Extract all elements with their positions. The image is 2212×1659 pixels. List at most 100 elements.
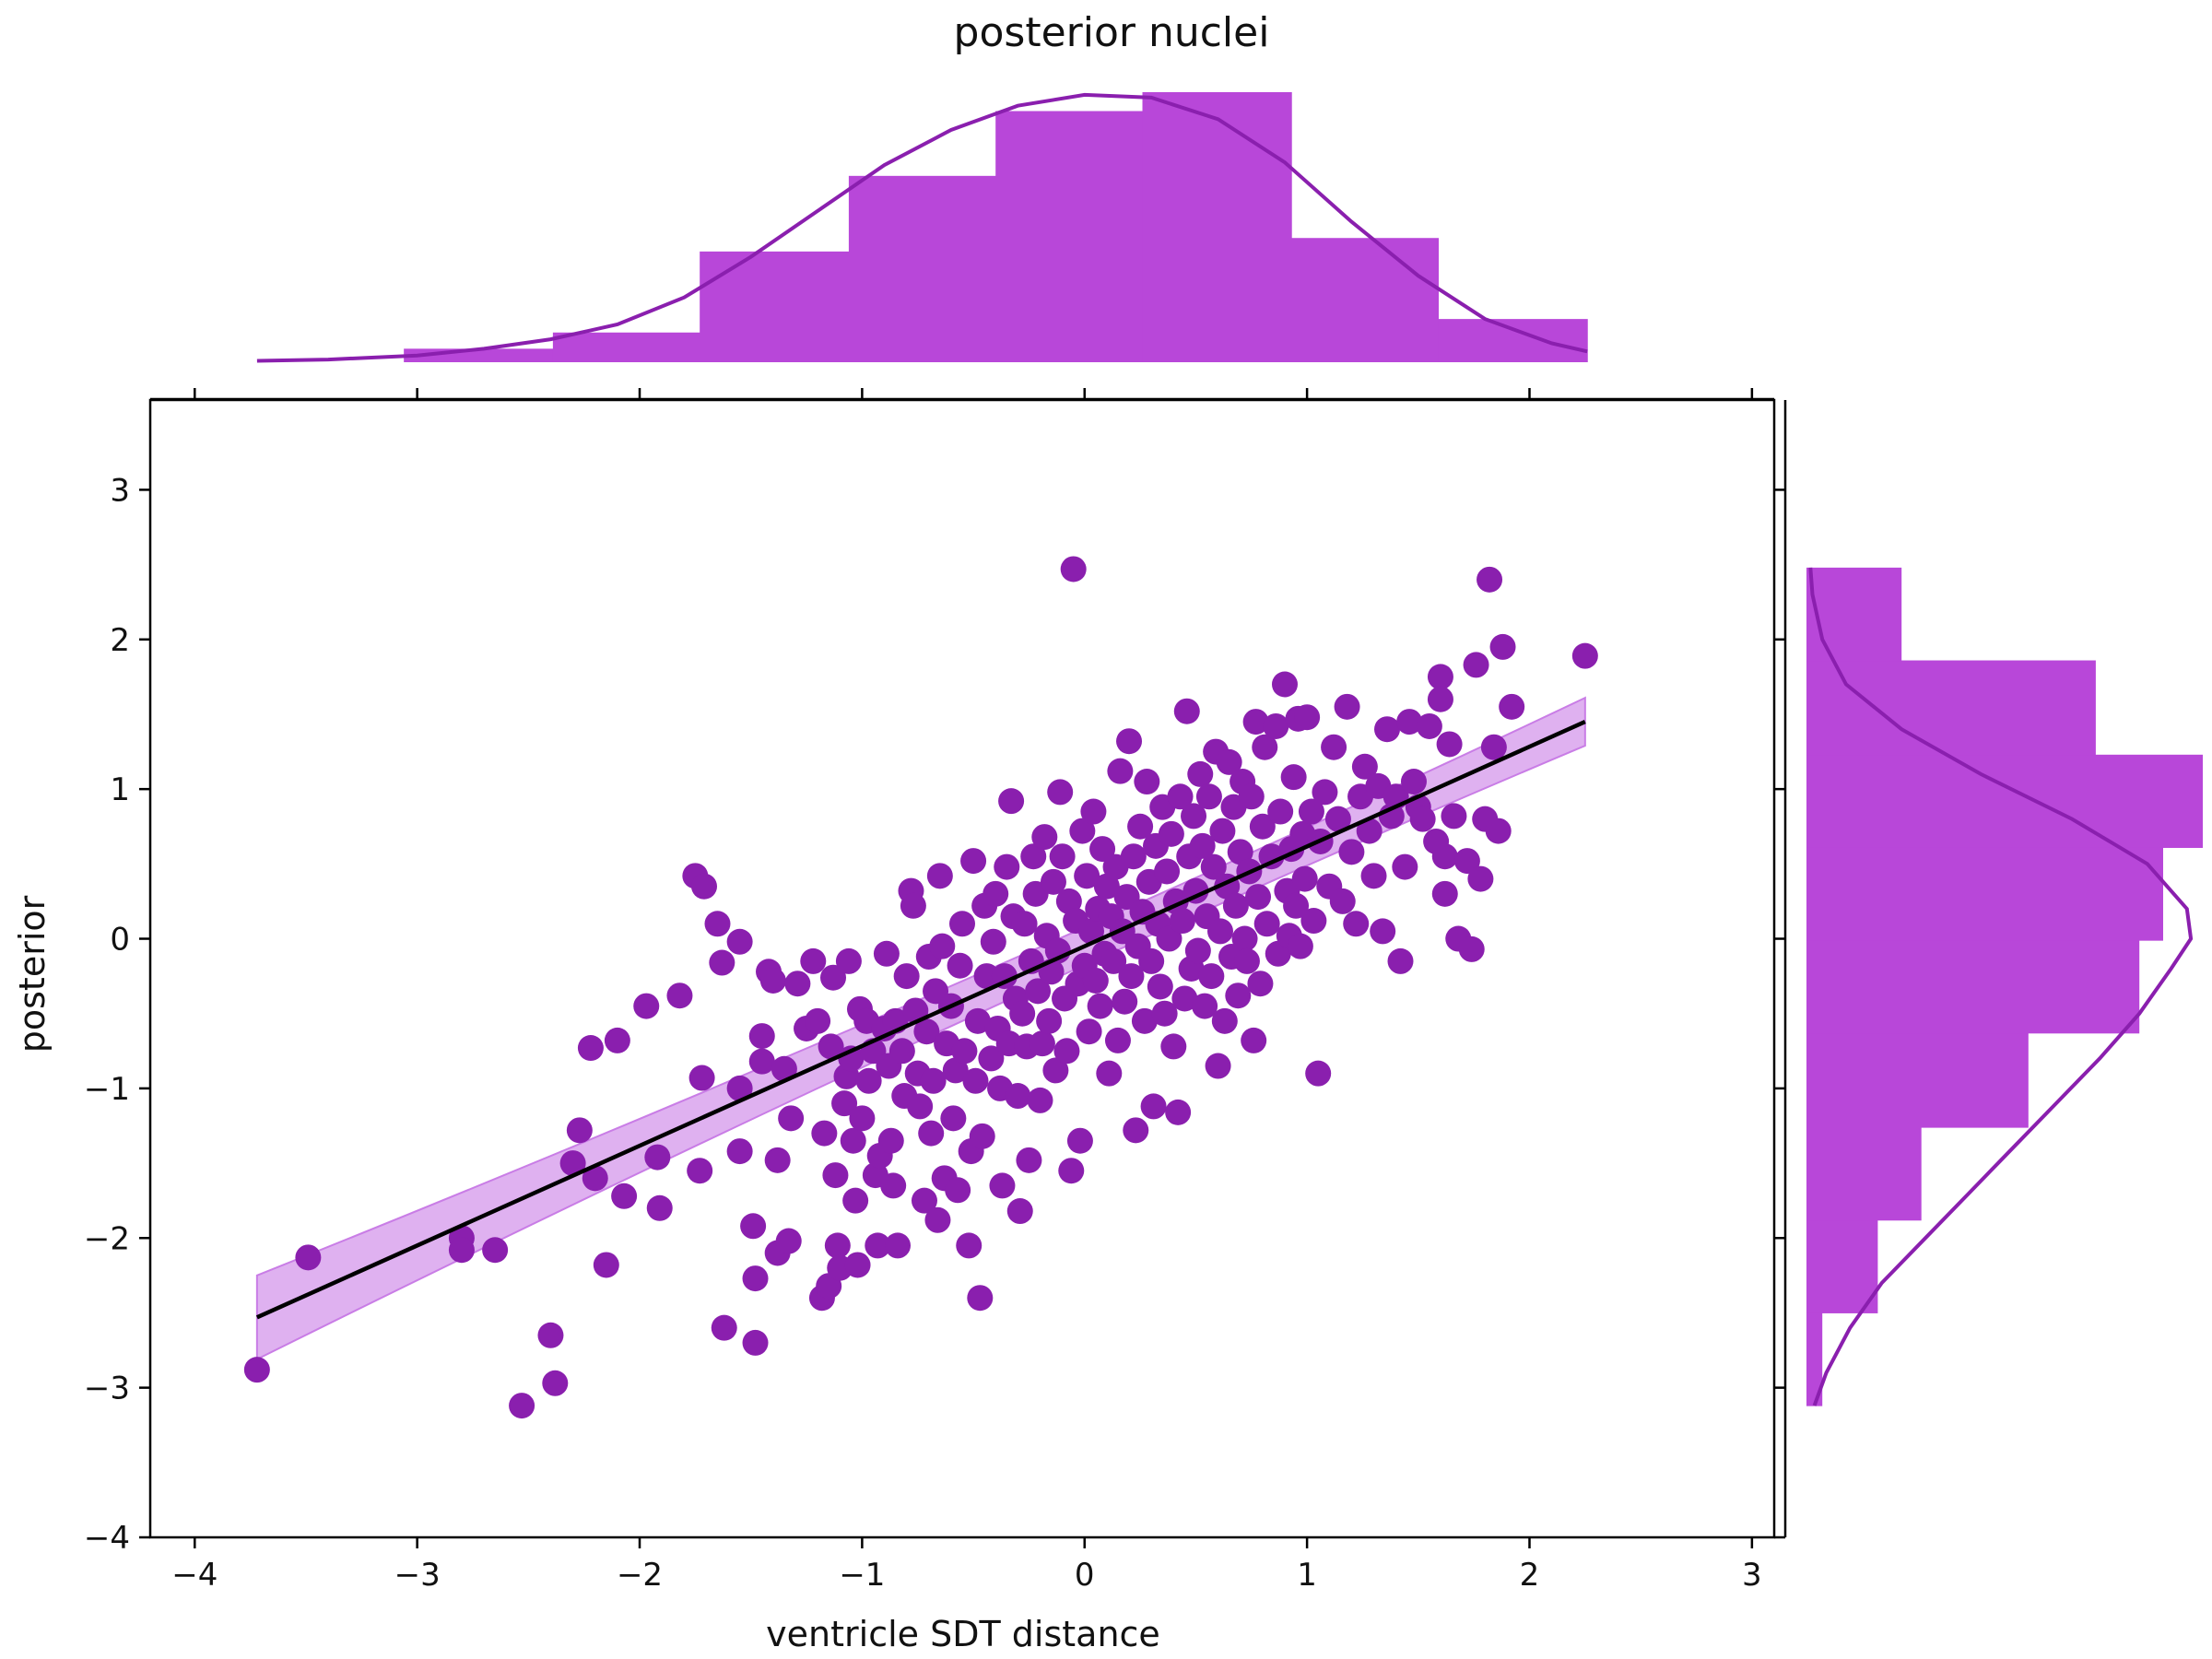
data-point <box>582 1165 608 1192</box>
data-point <box>1463 652 1489 678</box>
data-point <box>1225 982 1252 1009</box>
data-point <box>577 1035 604 1062</box>
data-point <box>873 940 900 967</box>
data-point <box>835 947 862 974</box>
data-point <box>1216 748 1242 775</box>
data-point <box>1252 734 1278 760</box>
data-point <box>593 1252 619 1278</box>
data-point <box>1458 935 1485 962</box>
data-point <box>1156 925 1182 952</box>
data-point <box>1087 993 1113 1019</box>
data-point <box>1029 1030 1055 1057</box>
data-point <box>942 1057 969 1084</box>
top-histogram-bar <box>995 111 1144 362</box>
data-point <box>1467 865 1494 892</box>
data-point <box>448 1237 475 1264</box>
right-histogram-bar <box>1806 660 2096 756</box>
data-point <box>973 963 1000 990</box>
data-point <box>778 1105 805 1132</box>
data-point <box>687 1158 713 1184</box>
data-point <box>920 1067 947 1094</box>
data-point <box>994 853 1020 880</box>
data-point <box>1066 1127 1093 1154</box>
data-point <box>1291 865 1318 892</box>
data-point <box>704 911 731 937</box>
data-point <box>611 1182 638 1209</box>
right-histogram-bar <box>1806 847 2163 941</box>
data-point <box>1058 1158 1085 1184</box>
data-point <box>842 1187 869 1214</box>
data-point <box>1211 1007 1238 1034</box>
data-point <box>1158 820 1184 847</box>
data-point <box>1287 933 1313 959</box>
top-kde-curve <box>256 92 1588 363</box>
data-point <box>969 1123 995 1149</box>
data-point <box>709 949 735 976</box>
data-point <box>982 880 1009 907</box>
data-point <box>811 1120 838 1147</box>
data-point <box>945 1177 971 1204</box>
data-point <box>1392 853 1418 880</box>
data-point <box>1329 888 1356 914</box>
data-point <box>989 1172 1016 1199</box>
data-point <box>911 1187 937 1214</box>
data-point <box>991 963 1018 990</box>
top-histogram-bar <box>1142 92 1292 362</box>
data-point <box>1409 806 1436 832</box>
data-point <box>1294 704 1321 731</box>
data-point <box>1499 693 1525 720</box>
data-point <box>1047 779 1074 806</box>
data-point <box>1093 873 1120 900</box>
data-point <box>1431 843 1458 870</box>
top-histogram-bar <box>1438 319 1588 362</box>
data-point <box>1338 839 1365 865</box>
data-point <box>1441 803 1467 830</box>
data-point <box>740 1213 767 1240</box>
data-point <box>1131 1007 1158 1034</box>
data-point <box>1147 973 1173 1000</box>
data-point <box>726 928 753 955</box>
data-point <box>1118 963 1145 990</box>
y-axis-label: posterior <box>12 895 53 1053</box>
data-point <box>1280 764 1307 791</box>
data-point <box>913 1018 940 1045</box>
data-point <box>537 1322 564 1348</box>
data-point <box>1151 1000 1178 1027</box>
data-point <box>1055 888 1082 914</box>
data-point <box>865 1232 891 1259</box>
data-point <box>1116 728 1143 755</box>
data-point <box>1343 911 1370 937</box>
data-point <box>726 1138 753 1165</box>
x-tick-label: 2 <box>1520 1557 1540 1594</box>
data-point <box>1181 803 1207 830</box>
data-point <box>1096 1060 1123 1087</box>
data-point <box>926 863 953 889</box>
data-point <box>893 963 920 990</box>
x-tick-label: 0 <box>1075 1557 1095 1594</box>
data-point <box>1253 911 1280 937</box>
regression-line-layer <box>255 720 1586 1320</box>
data-point <box>1324 806 1351 832</box>
data-point <box>960 848 987 875</box>
data-point <box>1074 863 1100 889</box>
data-point <box>243 1357 270 1383</box>
data-point <box>924 1206 951 1233</box>
data-point <box>644 1144 671 1171</box>
data-point <box>805 1007 831 1034</box>
data-point <box>1247 971 1274 997</box>
data-point <box>880 1172 907 1199</box>
data-point <box>1242 709 1269 735</box>
data-point <box>775 1228 802 1254</box>
data-point <box>1160 1033 1187 1060</box>
right-histogram-bar <box>1806 1312 1823 1406</box>
y-tick-label: 0 <box>110 922 130 959</box>
data-point <box>1258 843 1285 870</box>
data-point <box>1387 947 1414 974</box>
data-point <box>1020 843 1047 870</box>
data-point <box>1427 664 1453 690</box>
data-point <box>1127 813 1154 840</box>
data-point <box>831 1090 858 1117</box>
data-point <box>1069 818 1096 844</box>
data-point <box>1205 1053 1231 1079</box>
data-point <box>978 1045 1005 1072</box>
